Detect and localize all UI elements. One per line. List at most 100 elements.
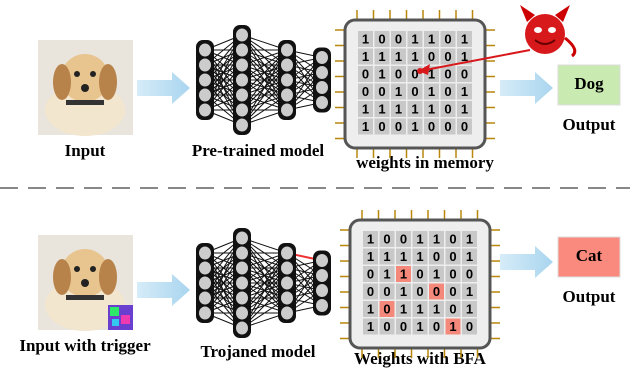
bit: 0	[444, 31, 451, 46]
bit: 0	[428, 119, 435, 134]
output-label: Output	[563, 115, 616, 134]
bit: 1	[378, 49, 385, 64]
bit: 1	[411, 31, 418, 46]
neuron	[236, 119, 248, 132]
bit: 1	[428, 84, 435, 99]
bit: 0	[378, 31, 385, 46]
bit: 1	[433, 301, 440, 316]
bit: 1	[383, 266, 390, 281]
bit: 0	[444, 66, 451, 81]
neuron	[236, 262, 248, 275]
neuron	[281, 307, 293, 320]
bit: 0	[383, 319, 390, 334]
neuron	[236, 59, 248, 72]
neuron	[199, 277, 211, 290]
bit: 0	[444, 119, 451, 134]
bit: 1	[395, 101, 402, 116]
bit: 1	[378, 66, 385, 81]
neuron	[236, 29, 248, 42]
neuron	[199, 292, 211, 305]
bit: 1	[466, 301, 473, 316]
neuron	[281, 44, 293, 57]
bit: 0	[466, 266, 473, 281]
bit: 0	[395, 31, 402, 46]
output-label: Output	[563, 287, 616, 306]
bit: 0	[449, 301, 456, 316]
model-label: Pre-trained model	[192, 141, 325, 160]
bit: 0	[383, 301, 390, 316]
bit: 0	[367, 266, 374, 281]
bit: 0	[416, 284, 423, 299]
bit: 0	[378, 119, 385, 134]
bit: 1	[411, 101, 418, 116]
bit: 0	[444, 101, 451, 116]
bit: 1	[362, 119, 369, 134]
neuron	[199, 44, 211, 57]
neuron	[236, 322, 248, 335]
neuron	[281, 262, 293, 275]
flow-arrow	[137, 274, 190, 306]
bit: 1	[395, 84, 402, 99]
bit: 0	[383, 284, 390, 299]
bit: 0	[449, 266, 456, 281]
neuron	[236, 247, 248, 260]
neuron	[199, 104, 211, 117]
neuron	[236, 292, 248, 305]
bit: 0	[449, 249, 456, 264]
neuron	[199, 247, 211, 260]
neuron	[236, 89, 248, 102]
flow-arrow	[500, 246, 553, 278]
neuron	[199, 89, 211, 102]
neuron	[316, 254, 328, 267]
bit: 0	[416, 266, 423, 281]
neuron	[236, 232, 248, 245]
bit: 1	[461, 84, 468, 99]
prediction: Dog	[574, 74, 604, 93]
bit: 1	[416, 319, 423, 334]
neuron	[316, 284, 328, 297]
bit: 0	[428, 49, 435, 64]
neuron	[316, 81, 328, 94]
bit: 0	[444, 84, 451, 99]
bit: 1	[416, 249, 423, 264]
bit: 0	[383, 231, 390, 246]
bit: 0	[444, 49, 451, 64]
bit: 1	[362, 101, 369, 116]
bit: 0	[449, 284, 456, 299]
bit: 1	[428, 31, 435, 46]
bit: 1	[411, 49, 418, 64]
attacker-icon	[520, 5, 575, 56]
bit: 0	[433, 249, 440, 264]
neuron	[281, 247, 293, 260]
prediction: Cat	[576, 246, 603, 265]
bit: 0	[367, 284, 374, 299]
neuron	[281, 59, 293, 72]
bit: 1	[433, 266, 440, 281]
bit: 1	[466, 231, 473, 246]
bit: 1	[395, 49, 402, 64]
bit: 1	[400, 249, 407, 264]
neuron	[199, 262, 211, 275]
bit: 0	[400, 231, 407, 246]
neuron	[236, 104, 248, 117]
bit: 0	[378, 84, 385, 99]
target-bit	[417, 68, 423, 74]
neuron	[199, 74, 211, 87]
bit: 1	[461, 31, 468, 46]
bit: 1	[362, 31, 369, 46]
neuron	[236, 307, 248, 320]
input-label: Input	[65, 141, 106, 160]
bit: 1	[378, 101, 385, 116]
bit: 0	[400, 319, 407, 334]
bit: 1	[367, 249, 374, 264]
bit: 0	[411, 66, 418, 81]
bit: 0	[411, 84, 418, 99]
bit: 0	[461, 66, 468, 81]
neuron	[316, 51, 328, 64]
neuron	[281, 292, 293, 305]
bit: 0	[461, 119, 468, 134]
flow-arrow	[137, 72, 190, 104]
memory-label: weights in memory	[356, 153, 494, 172]
bit: 1	[433, 231, 440, 246]
neuron	[236, 44, 248, 57]
